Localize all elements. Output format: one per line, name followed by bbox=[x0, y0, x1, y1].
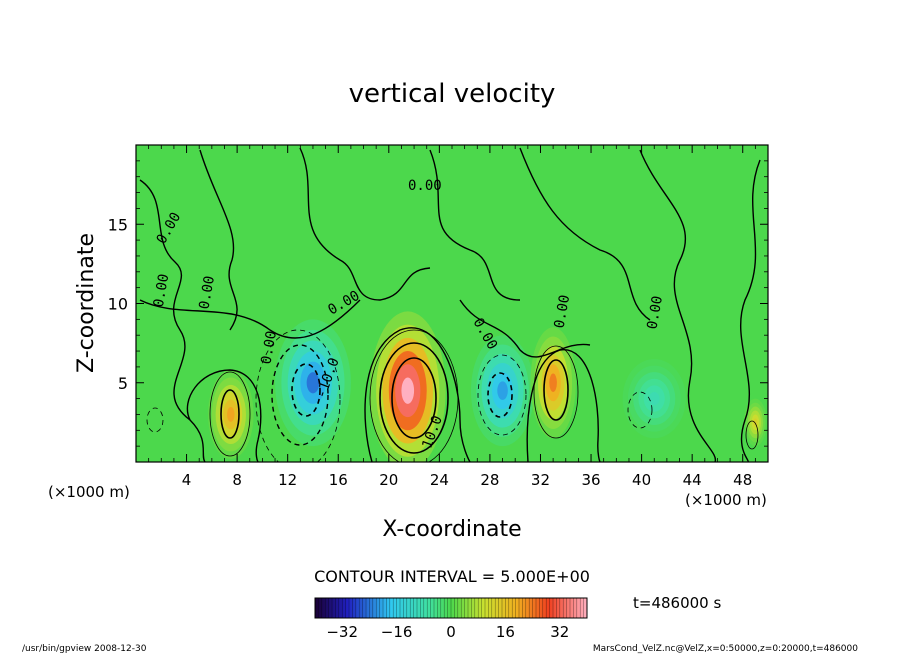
velocity-cell bbox=[743, 398, 767, 447]
contour-label: 0.00 bbox=[196, 275, 218, 311]
x-tick-label: 8 bbox=[232, 471, 242, 489]
x-tick-label: 16 bbox=[329, 471, 348, 489]
x-tick-label: 32 bbox=[531, 471, 550, 489]
x-tick-label: 4 bbox=[182, 471, 192, 489]
contour-label: 0.00 bbox=[151, 273, 173, 309]
x-tick-label: 40 bbox=[632, 471, 651, 489]
colorbar-stripes bbox=[318, 598, 584, 618]
velocity-cell-level bbox=[227, 407, 235, 422]
velocity-cell bbox=[369, 311, 446, 462]
colorbar-ticks: −32 −16 0 16 32 bbox=[326, 623, 569, 641]
x-tick-label: 48 bbox=[733, 471, 752, 489]
velocity-cell-level bbox=[306, 372, 320, 394]
chart-title: vertical velocity bbox=[349, 79, 556, 109]
contour-label: 0.00 bbox=[408, 178, 442, 194]
colorbar-tick-label: 16 bbox=[496, 623, 515, 641]
velocity-cell bbox=[208, 370, 254, 459]
x-tick-label: 12 bbox=[278, 471, 297, 489]
velocity-cell bbox=[275, 319, 351, 447]
velocity-cell bbox=[530, 327, 576, 439]
x-tick-label: 44 bbox=[683, 471, 702, 489]
colorbar-tick-label: −32 bbox=[326, 623, 358, 641]
velocity-cell bbox=[622, 358, 686, 439]
colorbar-tick-label: −16 bbox=[381, 623, 413, 641]
contour-label: 0.00 bbox=[552, 294, 574, 330]
x-axis-ticks: 4 8 12 16 20 24 28 32 36 40 44 48 bbox=[148, 145, 756, 489]
x-unit-left: (×1000 m) bbox=[48, 483, 130, 501]
velocity-cell-level bbox=[497, 381, 508, 400]
zero-contours bbox=[139, 147, 761, 462]
colorbar-tick-label: 0 bbox=[446, 623, 456, 641]
x-tick-label: 24 bbox=[430, 471, 449, 489]
y-tick-label: 10 bbox=[108, 295, 128, 314]
contour-label: 0.00 bbox=[258, 330, 280, 366]
y-axis-label: Z-coordinate bbox=[74, 233, 99, 373]
y-tick-label: 15 bbox=[108, 215, 128, 234]
x-tick-label: 20 bbox=[379, 471, 398, 489]
x-tick-label: 36 bbox=[581, 471, 600, 489]
positive-contours bbox=[209, 329, 759, 462]
velocity-cells bbox=[208, 311, 767, 462]
velocity-cell-level bbox=[648, 391, 660, 406]
colorbar-tick-label: 32 bbox=[550, 623, 569, 641]
velocity-cell-level bbox=[401, 377, 415, 404]
x-tick-label: 28 bbox=[480, 471, 499, 489]
x-axis-label: X-coordinate bbox=[382, 517, 521, 542]
y-axis-ticks: 5 10 15 bbox=[108, 160, 768, 447]
footer-right: MarsCond_VelZ.nc@VelZ,x=0:50000,z=0:2000… bbox=[593, 644, 858, 654]
velocity-cell-level bbox=[549, 373, 557, 392]
time-label: t=486000 s bbox=[633, 594, 721, 612]
contour-interval-label: CONTOUR INTERVAL = 5.000E+00 bbox=[314, 567, 590, 586]
y-tick-label: 5 bbox=[118, 374, 128, 393]
x-unit-right: (×1000 m) bbox=[685, 491, 767, 509]
footer-left: /usr/bin/gpview 2008-12-30 bbox=[22, 644, 147, 654]
velocity-cell bbox=[470, 335, 535, 447]
negative-contours bbox=[146, 329, 653, 462]
contour-label: 0.00 bbox=[644, 295, 666, 331]
